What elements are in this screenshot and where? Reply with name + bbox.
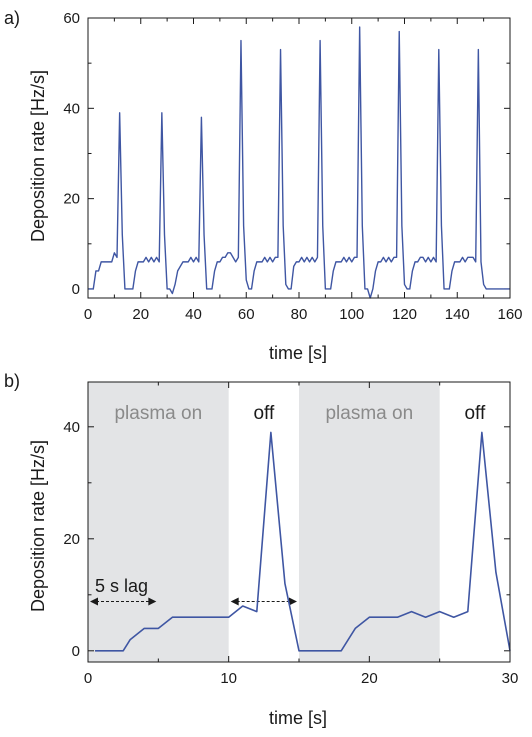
x-tick-label: 120 — [392, 306, 417, 323]
x-tick-label: 80 — [291, 306, 308, 323]
double-arrow — [230, 597, 297, 606]
series-line — [95, 431, 511, 652]
y-axis-title: Deposition rate [Hz/s] — [28, 70, 48, 242]
shaded-region-plasma-on — [299, 382, 440, 662]
x-tick-label: 100 — [339, 306, 364, 323]
y-tick-label: 20 — [63, 531, 80, 548]
region-label: plasma on — [114, 403, 202, 424]
shaded-regions: plasma on plasma on — [88, 382, 440, 662]
x-tick-label: 20 — [361, 670, 378, 687]
x-tick-label: 30 — [502, 670, 519, 687]
plot-frame — [87, 17, 511, 299]
y-axis-title: Deposition rate [Hz/s] — [28, 440, 48, 612]
x-axis-title: time [s] — [269, 343, 327, 363]
lag-label: 5 s lag — [95, 576, 148, 596]
double-arrow — [90, 597, 157, 606]
tick-labels: 0 20 40 60 80 100 120 140 160 0 20 40 60 — [63, 10, 522, 323]
off-label: off — [253, 403, 275, 424]
off-label: off — [464, 403, 486, 424]
plot-frame — [87, 381, 511, 663]
y-tick-label: 20 — [63, 191, 80, 208]
shaded-region-plasma-on — [88, 382, 229, 662]
chart-panel-a: a) 0 20 40 60 80 100 120 140 160 0 20 40 60 time [s]… — [4, 8, 523, 363]
x-tick-label: 20 — [132, 306, 149, 323]
panel-label-b: b) — [4, 371, 20, 391]
y-tick-label: 0 — [72, 281, 80, 298]
x-tick-label: 60 — [238, 306, 255, 323]
x-tick-label: 40 — [185, 306, 202, 323]
lag-arrows — [90, 597, 297, 606]
annotations: off off 5 s lag — [95, 403, 486, 596]
tick-labels: 0 10 20 30 0 20 40 — [63, 419, 518, 687]
x-tick-label: 0 — [84, 306, 92, 323]
axis-ticks — [87, 17, 511, 298]
panel-label-a: a) — [4, 8, 20, 28]
x-axis-title: time [s] — [269, 708, 327, 728]
y-tick-label: 40 — [63, 419, 80, 436]
x-tick-label: 160 — [497, 306, 522, 323]
region-label: plasma on — [325, 403, 413, 424]
x-tick-label: 0 — [84, 670, 92, 687]
x-tick-label: 10 — [220, 670, 237, 687]
y-tick-label: 40 — [63, 100, 80, 117]
y-tick-label: 60 — [63, 10, 80, 27]
x-tick-label: 140 — [445, 306, 470, 323]
y-tick-label: 0 — [72, 643, 80, 660]
series-line — [88, 26, 510, 299]
